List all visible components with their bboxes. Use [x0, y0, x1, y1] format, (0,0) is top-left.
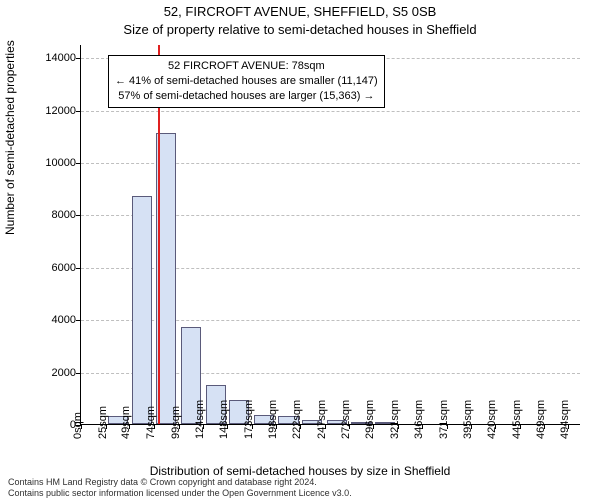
ytick-mark — [76, 215, 81, 216]
ytick-label: 12000 — [26, 105, 76, 117]
annotation-box: 52 FIRCROFT AVENUE: 78sqm ← 41% of semi-… — [108, 55, 385, 108]
ytick-mark — [76, 373, 81, 374]
ytick-mark — [76, 163, 81, 164]
annotation-line-3: 57% of semi-detached houses are larger (… — [115, 89, 378, 104]
gridline — [81, 111, 580, 112]
footer-line-1: Contains HM Land Registry data © Crown c… — [8, 477, 352, 487]
annotation-line-1: 52 FIRCROFT AVENUE: 78sqm — [115, 59, 378, 74]
ytick-mark — [76, 320, 81, 321]
ytick-label: 0 — [26, 419, 76, 431]
ytick-label: 4000 — [26, 314, 76, 326]
footer-line-2: Contains public sector information licen… — [8, 488, 352, 498]
x-axis-label: Distribution of semi-detached houses by … — [0, 464, 600, 478]
chart-subtitle: Size of property relative to semi-detach… — [0, 22, 600, 37]
annotation-line-2: ← 41% of semi-detached houses are smalle… — [115, 74, 378, 89]
y-axis-label: Number of semi-detached properties — [3, 40, 17, 235]
ytick-mark — [76, 268, 81, 269]
ytick-label: 8000 — [26, 209, 76, 221]
attribution-footer: Contains HM Land Registry data © Crown c… — [8, 477, 352, 498]
chart-page: 52, FIRCROFT AVENUE, SHEFFIELD, S5 0SB S… — [0, 0, 600, 500]
ytick-label: 10000 — [26, 157, 76, 169]
ytick-label: 2000 — [26, 367, 76, 379]
ytick-mark — [76, 58, 81, 59]
ytick-mark — [76, 111, 81, 112]
ytick-label: 6000 — [26, 262, 76, 274]
histogram-bar — [132, 196, 152, 424]
ytick-label: 14000 — [26, 52, 76, 64]
page-title: 52, FIRCROFT AVENUE, SHEFFIELD, S5 0SB — [0, 4, 600, 19]
